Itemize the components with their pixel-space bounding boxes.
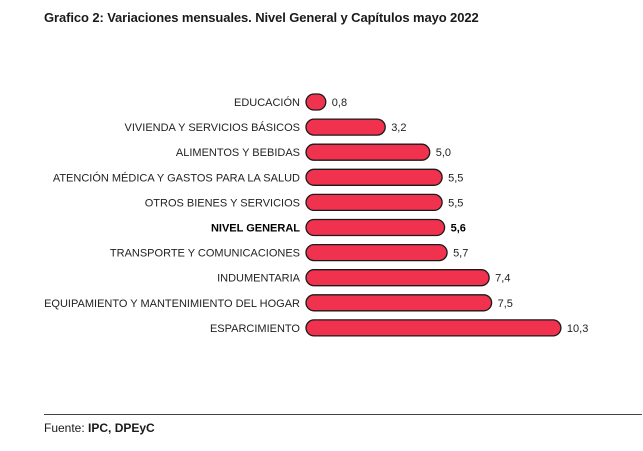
category-label-9: ESPARCIMIENTO [210,323,300,335]
source-label: Fuente: [44,421,89,435]
value-label-9: 10,3 [567,323,588,335]
category-label-8: EQUIPAMIENTO Y MANTENIMIENTO DEL HOGAR [44,298,300,310]
bar-0 [305,93,327,111]
value-label-1: 3,2 [391,122,406,134]
category-label-5: NIVEL GENERAL [211,223,300,235]
value-label-6: 5,7 [453,248,468,260]
category-label-6: TRANSPORTE Y COMUNICACIONES [110,248,300,260]
bar-9 [305,319,562,337]
category-label-7: INDUMENTARIA [217,273,301,285]
bar-8 [305,294,493,312]
value-label-3: 5,5 [448,172,463,184]
bar-4 [305,193,443,212]
bar-3 [305,168,443,186]
category-label-4: OTROS BIENES Y SERVICIOS [145,197,300,209]
chart-title: Grafico 2: Variaciones mensuales. Nivel … [44,10,479,25]
source-note: Fuente: IPC, DPEyC [44,421,155,435]
value-label-7: 7,4 [495,273,510,285]
bar-2 [305,143,431,161]
value-label-5: 5,6 [451,223,466,235]
source-value: IPC, DPEyC [88,421,155,435]
category-label-0: EDUCACIÓN [234,96,300,109]
value-label-0: 0,8 [332,97,347,109]
footer-divider [44,414,642,415]
value-label-8: 7,5 [498,298,513,310]
bar-1 [305,118,386,136]
category-label-3: ATENCIÓN MÉDICA Y GASTOS PARA LA SALUD [53,171,300,184]
category-label-2: ALIMENTOS Y BEBIDAS [176,147,300,159]
bar-6 [305,243,448,262]
category-label-1: VIVIENDA Y SERVICIOS BÁSICOS [125,121,300,134]
bar-7 [305,269,490,287]
value-label-4: 5,5 [448,197,463,209]
value-label-2: 5,0 [436,147,451,159]
bar-5 [305,218,446,237]
